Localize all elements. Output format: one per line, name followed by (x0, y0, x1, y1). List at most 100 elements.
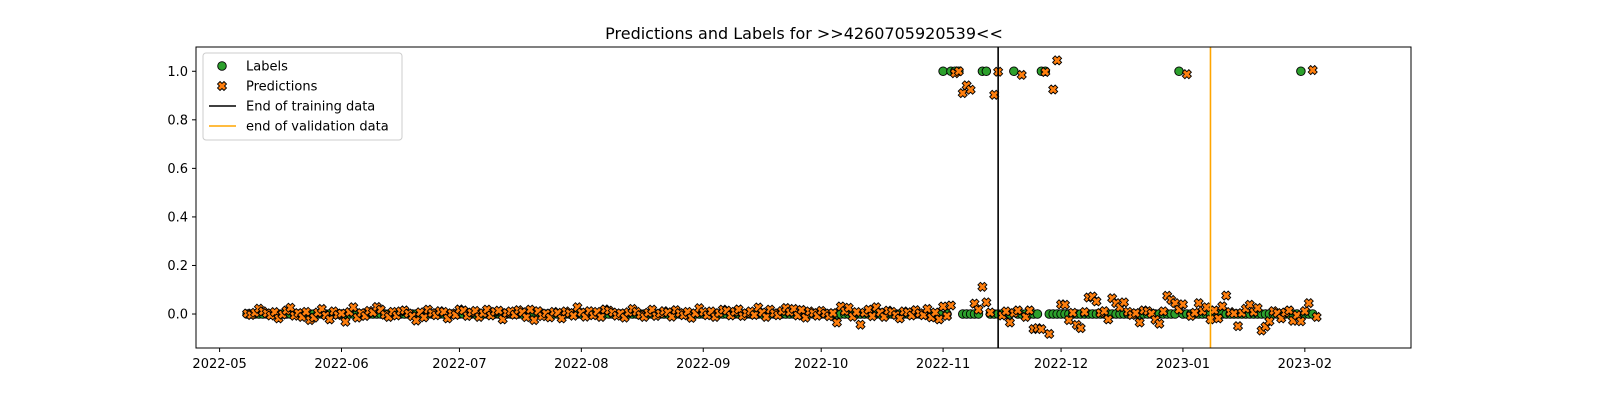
prediction-point (957, 87, 968, 99)
prediction-point (867, 311, 878, 322)
prediction-point (922, 303, 933, 315)
prediction-point (529, 314, 540, 326)
legend-box (202, 52, 403, 141)
x-tick-label: 2022-12 (1034, 357, 1088, 372)
prediction-point (1158, 306, 1169, 317)
prediction-point (411, 315, 422, 326)
prediction-point (1024, 305, 1035, 316)
prediction-point (1099, 305, 1110, 317)
x-tick-label: 2022-05 (192, 357, 246, 372)
prediction-point (418, 312, 430, 323)
prediction-point (300, 306, 312, 317)
prediction-point (855, 319, 866, 330)
y-tick-label: 0.0 (167, 308, 188, 323)
prediction-point (1217, 301, 1228, 312)
x-tick-label: 2023-01 (1156, 357, 1210, 372)
label-point (1296, 66, 1306, 77)
legend-label: end of validation data (246, 120, 389, 135)
legend-label: End of training data (246, 100, 375, 115)
plot-frame (195, 46, 1412, 349)
prediction-point (941, 310, 953, 322)
prediction-point (831, 317, 843, 328)
prediction-point (981, 297, 992, 308)
prediction-point (1228, 308, 1240, 319)
legend-labels-marker (217, 61, 227, 71)
axes: 2022-05 2022-06 2022-07 2022-08 2022-09 2022-… (167, 46, 1412, 372)
prediction-point (977, 281, 988, 292)
prediction-point (1154, 318, 1165, 329)
prediction-point (1307, 64, 1318, 76)
prediction-point (1232, 321, 1244, 332)
prediction-point (989, 89, 1000, 100)
prediction-point (945, 300, 957, 311)
label-point (981, 66, 992, 77)
prediction-point (1004, 317, 1016, 328)
chart-title: Predictions and Labels for >>42607059205… (605, 24, 1003, 43)
prediction-point (1130, 307, 1141, 319)
label-point (1009, 66, 1019, 77)
prediction-point (1295, 316, 1307, 327)
prediction-point (1177, 299, 1189, 310)
prediction-point (1299, 305, 1310, 317)
prediction-point (1181, 69, 1193, 80)
prediction-point (525, 304, 536, 315)
x-tick-label: 2022-10 (794, 357, 848, 372)
y-tick-label: 0.6 (167, 162, 188, 177)
prediction-point (1048, 84, 1059, 95)
legend: Labels Predictions End of training data end… (202, 52, 403, 141)
prediction-point (1103, 314, 1114, 325)
prediction-point (521, 312, 532, 323)
prediction-point (1051, 55, 1063, 66)
y-tick-label: 0.2 (167, 259, 188, 274)
prediction-point (348, 302, 359, 313)
prediction-point (1000, 306, 1012, 317)
plot-area (241, 47, 1322, 348)
label-point (938, 66, 948, 77)
prediction-point (1091, 296, 1102, 307)
prediction-point (1189, 307, 1200, 318)
prediction-point (1283, 305, 1295, 316)
y-tick-label: 1.0 (167, 65, 188, 80)
prediction-point (1193, 297, 1204, 309)
prediction-point (1075, 322, 1086, 334)
prediction-point (324, 314, 335, 325)
prediction-point (340, 316, 351, 327)
x-tick-label: 2022-07 (432, 357, 486, 372)
prediction-point (761, 311, 772, 323)
legend-label: Predictions (246, 80, 318, 95)
prediction-point (595, 311, 607, 323)
prediction-point (1016, 69, 1027, 81)
prediction-point (1201, 302, 1212, 313)
prediction-point (1264, 316, 1275, 327)
prediction-point (749, 309, 760, 321)
y-tick-label: 0.8 (167, 113, 188, 128)
prediction-point (1213, 313, 1224, 324)
prediction-point (1059, 299, 1071, 310)
x-tick-label: 2023-02 (1278, 357, 1332, 372)
prediction-point (1252, 302, 1263, 314)
prediction-point (985, 307, 996, 318)
prediction-point (1079, 306, 1090, 318)
y-tick-label: 0.4 (167, 210, 188, 225)
prediction-point (1244, 299, 1255, 310)
label-point (1032, 309, 1043, 319)
prediction-point (1134, 317, 1145, 328)
prediction-point (493, 305, 504, 316)
x-tick-label: 2022-09 (676, 357, 730, 372)
prediction-point (1303, 297, 1314, 309)
prediction-point (973, 304, 984, 315)
x-tick-label: 2022-08 (554, 357, 608, 372)
prediction-point (843, 302, 854, 313)
label-point (1174, 66, 1184, 77)
prediction-point (1036, 323, 1047, 335)
prediction-point (965, 84, 976, 95)
prediction-point (1040, 66, 1051, 78)
prediction-point (568, 310, 579, 321)
legend-predictions-marker (216, 80, 228, 92)
prediction-point (1118, 297, 1130, 308)
prediction-point (953, 66, 964, 77)
prediction-point (1067, 307, 1078, 318)
x-tick-label: 2022-11 (916, 357, 970, 372)
legend-label: Labels (246, 60, 288, 75)
prediction-point (851, 306, 862, 318)
